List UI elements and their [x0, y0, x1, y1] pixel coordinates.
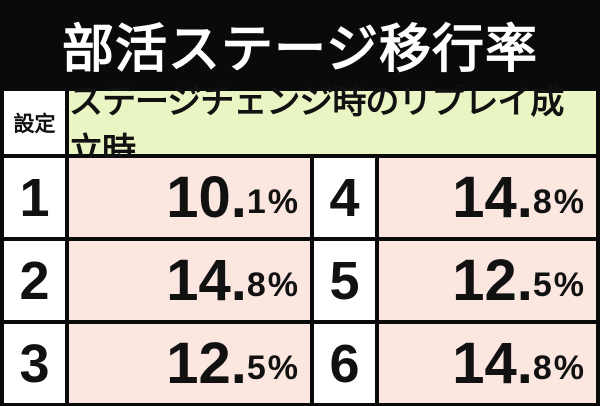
setting-number: 3 — [4, 324, 65, 403]
rate-integer: 12 — [166, 330, 231, 396]
rate-value: 10. 1% — [69, 158, 310, 237]
setting-number: 2 — [4, 241, 65, 320]
rate-decimal-point: . — [516, 330, 533, 396]
rate-decimal-point: . — [230, 330, 247, 396]
rate-value: 14. 8% — [379, 324, 596, 403]
percent-sign: % — [267, 349, 298, 387]
rate-fraction: 5 — [246, 349, 266, 387]
setting-number: 1 — [4, 158, 65, 237]
rate-value: 14. 8% — [379, 158, 596, 237]
percent-sign: % — [553, 349, 584, 387]
percent-sign: % — [267, 266, 298, 304]
setting-header: 設定 — [4, 91, 65, 154]
percent-sign: % — [553, 266, 584, 304]
rate-fraction: 8 — [246, 266, 266, 304]
rate-value: 12. 5% — [379, 241, 596, 320]
rate-fraction: 8 — [532, 183, 552, 221]
condition-header: ステージチェンジ時のリプレイ成立時 — [69, 82, 596, 171]
page-title: 部活ステージ移行率 — [62, 19, 538, 80]
setting-number: 6 — [314, 324, 375, 403]
rate-fraction: 5 — [532, 266, 552, 304]
rate-integer: 14 — [166, 247, 231, 313]
rate-decimal-point: . — [516, 164, 533, 230]
rate-decimal-point: . — [230, 164, 247, 230]
stage-transition-table: 設定 ステージチェンジ時のリプレイ成立時 1 10. 1% 4 14. 8% 2 1… — [4, 82, 596, 403]
rate-integer: 10 — [166, 164, 231, 230]
rate-integer: 14 — [452, 330, 517, 396]
rate-fraction: 1 — [246, 183, 266, 221]
rate-value: 14. 8% — [69, 241, 310, 320]
setting-number: 4 — [314, 158, 375, 237]
rate-integer: 12 — [452, 247, 517, 313]
percent-sign: % — [553, 183, 584, 221]
rate-fraction: 8 — [532, 349, 552, 387]
rate-integer: 14 — [452, 164, 517, 230]
rate-value: 12. 5% — [69, 324, 310, 403]
percent-sign: % — [267, 183, 298, 221]
rate-decimal-point: . — [516, 247, 533, 313]
setting-number: 5 — [314, 241, 375, 320]
rate-decimal-point: . — [230, 247, 247, 313]
